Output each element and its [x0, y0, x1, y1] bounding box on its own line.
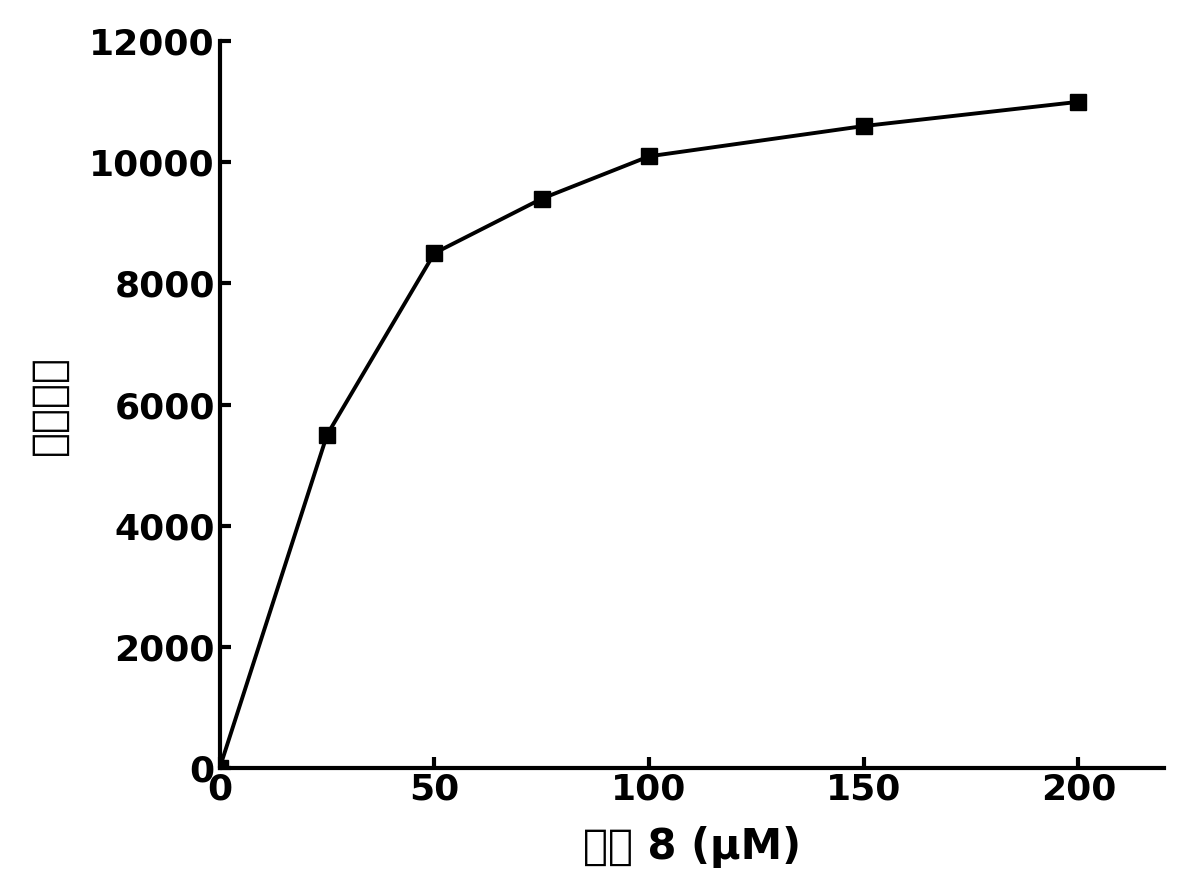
- X-axis label: 探针 8 (μM): 探针 8 (μM): [583, 826, 801, 868]
- Y-axis label: 荧光强度: 荧光强度: [27, 355, 70, 454]
